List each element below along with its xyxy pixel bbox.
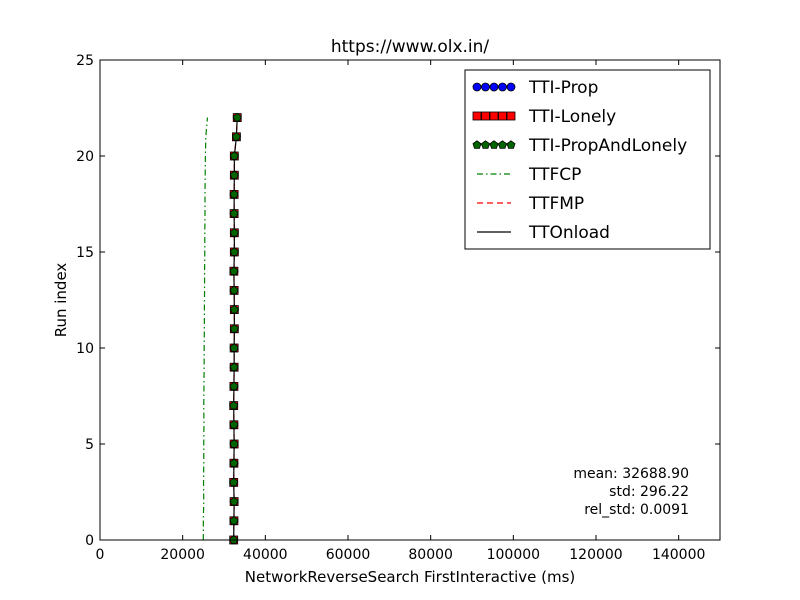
- data-point-tti-propandlonely: [229, 228, 239, 237]
- legend-swatch-marker: [472, 140, 482, 149]
- data-point-tti-propandlonely: [229, 362, 239, 372]
- legend-swatch-marker: [506, 82, 516, 92]
- legend-swatch-marker: [506, 140, 516, 149]
- legend-swatch-marker: [489, 82, 499, 92]
- x-tick-label: 100000: [487, 547, 540, 563]
- y-tick-label: 15: [76, 245, 94, 261]
- stat-std: std: 296.22: [609, 484, 689, 500]
- legend: TTI-Prop TTI-Lonely TTI-PropAndLonely TTFCP…: [464, 69, 711, 250]
- data-point-tti-propandlonely: [229, 400, 239, 410]
- legend-label: TTI-PropAndLonely: [528, 136, 687, 156]
- legend-swatch-marker: [481, 140, 490, 149]
- legend-label: TTI-Lonely: [528, 107, 616, 127]
- legend-label: TTOnload: [528, 223, 610, 243]
- x-tick-label: 40000: [243, 547, 288, 563]
- y-tick-label: 5: [85, 437, 94, 453]
- legend-swatch-marker: [472, 111, 482, 121]
- data-point-tti-propandlonely: [229, 170, 239, 180]
- legend-swatch-marker: [498, 140, 507, 149]
- chart-title: https://www.olx.in/: [331, 37, 490, 57]
- stats-annotation: mean: 32688.90 std: 296.22 rel_std: 0.00…: [573, 466, 689, 518]
- data-point-tti-propandlonely: [231, 132, 241, 141]
- data-point-tti-propandlonely: [229, 477, 239, 487]
- plot-markers: [229, 112, 242, 545]
- data-point-tti-propandlonely: [229, 458, 239, 468]
- data-point-tti-propandlonely: [229, 285, 239, 295]
- data-point-tti-propandlonely: [229, 304, 239, 314]
- data-point-tti-propandlonely: [229, 266, 239, 276]
- data-point-tti-propandlonely: [229, 151, 239, 160]
- y-tick-label: 0: [85, 533, 94, 549]
- data-point-tti-propandlonely: [229, 343, 239, 352]
- x-tick-label: 140000: [652, 547, 705, 563]
- legend-label: TTI-Prop: [528, 78, 598, 98]
- series-line-ttfcp: [202, 117, 209, 540]
- data-point-tti-propandlonely: [229, 324, 239, 333]
- y-axis-label: Run index: [52, 263, 70, 338]
- plot-frame: [99, 59, 721, 541]
- legend-box: [464, 69, 711, 250]
- data-point-tti-propandlonely: [229, 439, 239, 448]
- y-axis: 0 5 10 15 20 25: [76, 53, 720, 549]
- legend-swatch-marker: [489, 140, 499, 149]
- data-point-tti-propandlonely: [232, 112, 242, 122]
- x-tick-label: 60000: [326, 547, 371, 563]
- data-point-tti-propandlonely: [229, 381, 239, 391]
- stat-mean: mean: 32688.90: [573, 466, 689, 482]
- data-point-tti-propandlonely: [229, 208, 239, 218]
- y-tick-label: 10: [76, 341, 94, 357]
- data-point-tti-propandlonely: [229, 420, 239, 429]
- legend-label: TTFCP: [528, 165, 581, 185]
- data-point-tti-propandlonely: [229, 496, 239, 506]
- x-axis: 0 20000 40000 60000 80000 100000 120000 140000: [96, 60, 705, 563]
- x-tick-label: 120000: [569, 547, 622, 563]
- stat-rel-std: rel_std: 0.0091: [584, 502, 689, 518]
- data-point-tti-propandlonely: [229, 189, 239, 199]
- x-tick-label: 20000: [160, 547, 205, 563]
- legend-swatch-marker: [481, 111, 490, 121]
- legend-label: TTFMP: [528, 194, 584, 214]
- y-tick-label: 20: [76, 149, 94, 165]
- data-point-tti-propandlonely: [229, 516, 239, 525]
- x-tick-label: 0: [96, 547, 105, 563]
- legend-swatch-marker: [498, 111, 507, 121]
- legend-swatch-marker: [498, 82, 507, 92]
- legend-swatch-marker: [506, 111, 516, 121]
- data-point-tti-propandlonely: [229, 247, 239, 256]
- legend-swatch-marker: [489, 111, 499, 121]
- x-tick-label: 80000: [408, 547, 453, 563]
- legend-swatch-marker: [472, 82, 482, 92]
- x-axis-label: NetworkReverseSearch FirstInteractive (m…: [245, 568, 576, 586]
- legend-swatch-marker: [481, 82, 490, 92]
- y-tick-label: 25: [76, 53, 94, 69]
